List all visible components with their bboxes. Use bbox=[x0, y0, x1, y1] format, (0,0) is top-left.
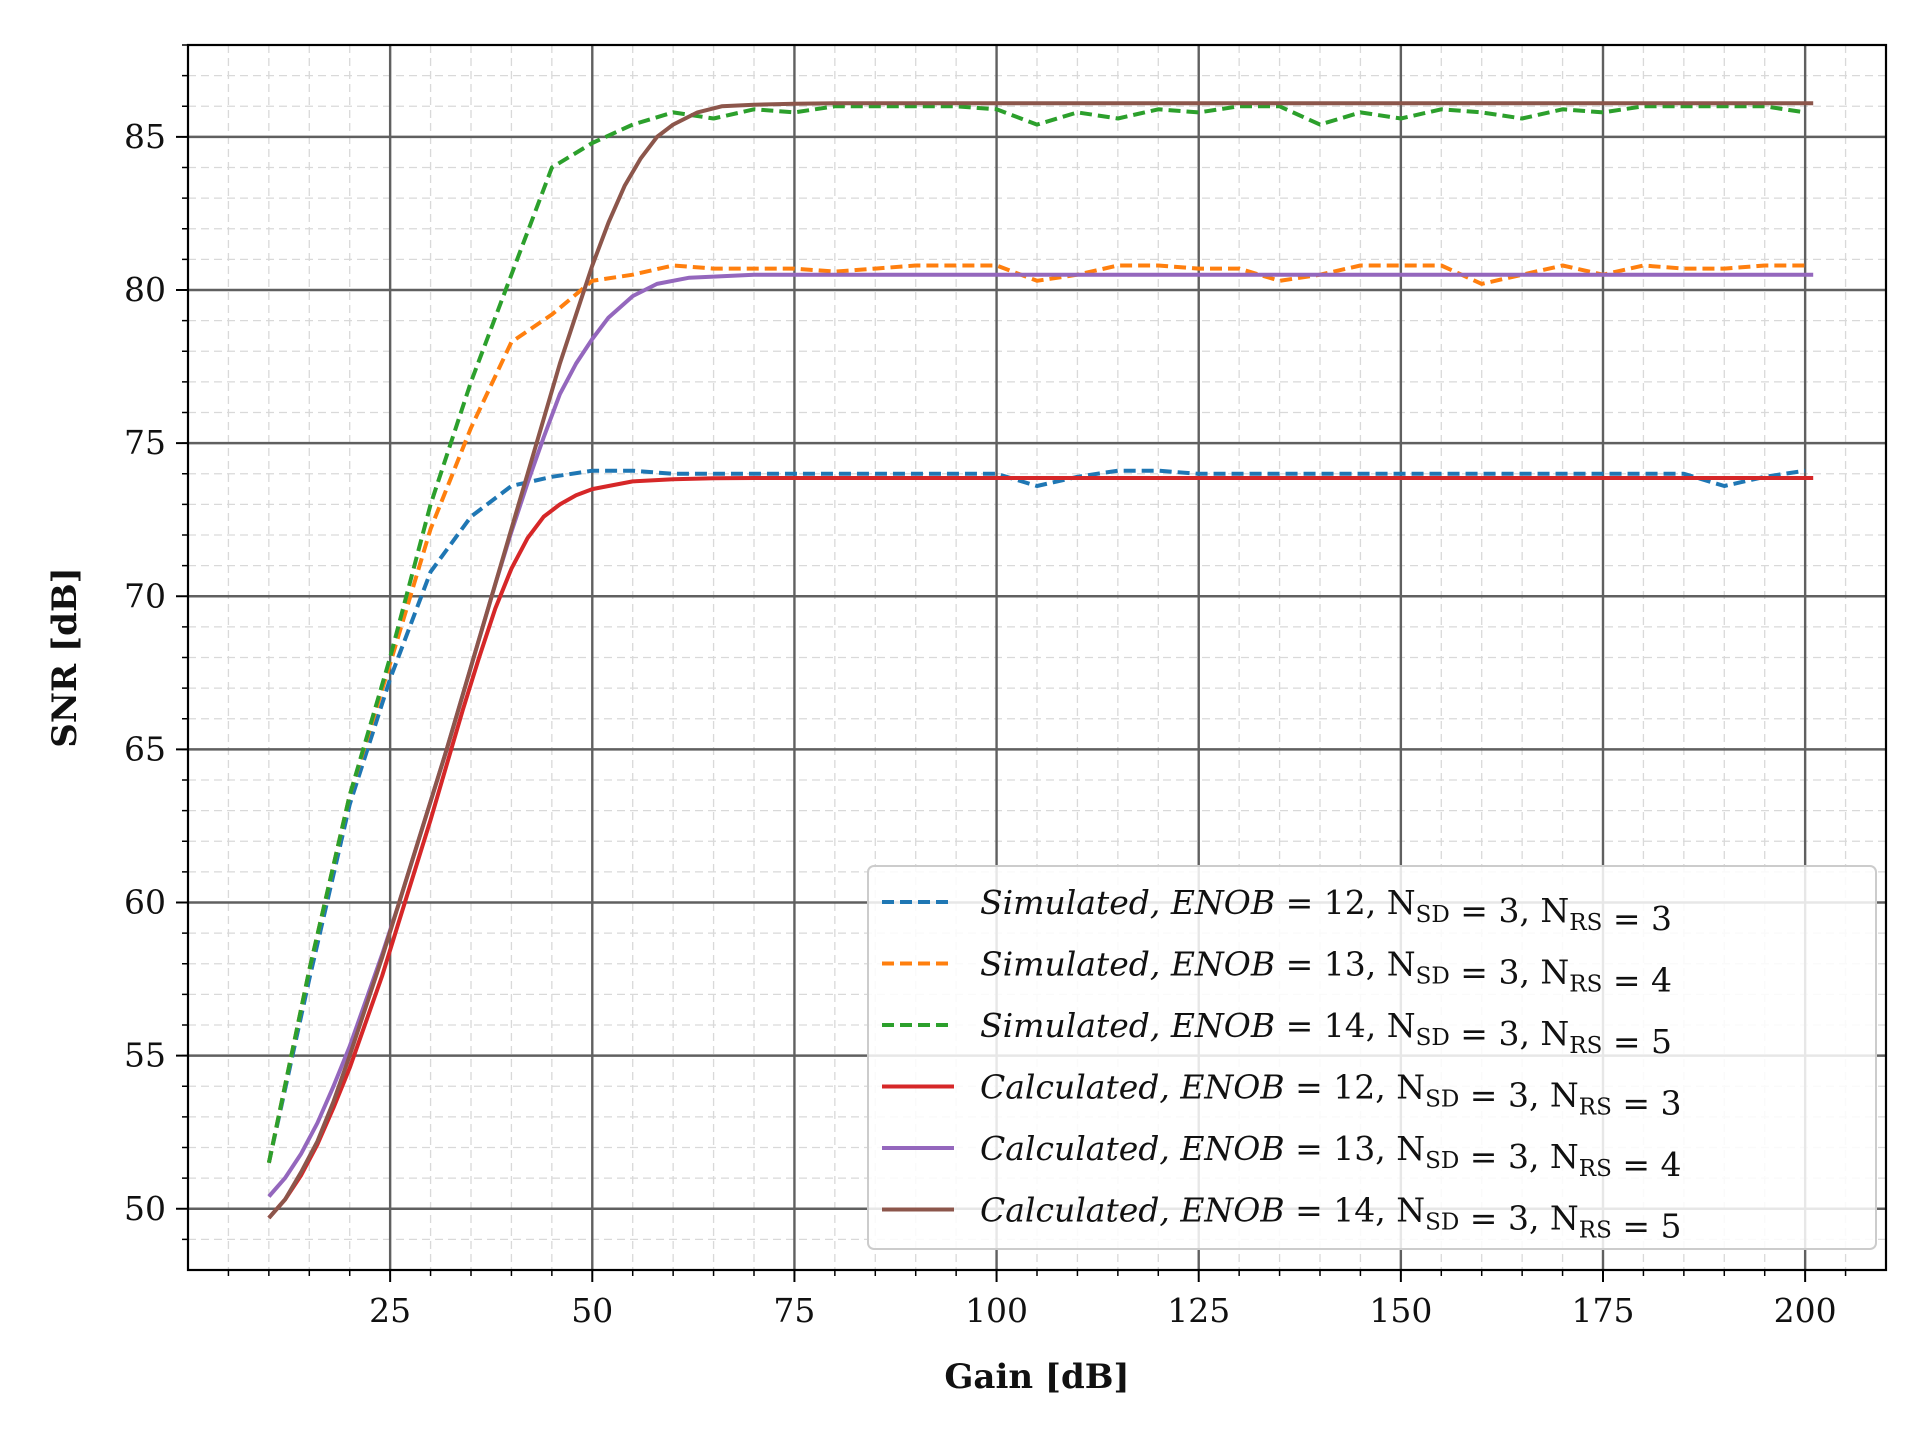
x-tick-label: 125 bbox=[1167, 1291, 1230, 1330]
series-layer bbox=[266, 101, 1814, 1220]
y-tick-label: 85 bbox=[124, 117, 166, 156]
y-tick-label: 65 bbox=[124, 729, 166, 768]
y-axis-label: SNR [dB] bbox=[45, 567, 85, 747]
legend-item: Calculated, ENOB = 13, NSD = 3, NRS = 4 bbox=[882, 1129, 1682, 1184]
tick-layer: 25 50 75 100 125 150 175 200 50 55 60 65 70 75 80 85 bbox=[124, 44, 1847, 1330]
x-tick-label: 25 bbox=[369, 1291, 411, 1330]
legend: Simulated, ENOB = 12, NSD = 3, NRS = 3 Si… bbox=[867, 865, 1877, 1250]
x-tick-label: 50 bbox=[571, 1291, 613, 1330]
legend-item: Simulated, ENOB = 14, NSD = 3, NRS = 5 bbox=[882, 1006, 1672, 1061]
legend-label: Calculated, ENOB = 13, NSD = 3, NRS = 4 bbox=[980, 1129, 1682, 1184]
legend-item: Calculated, ENOB = 14, NSD = 3, NRS = 5 bbox=[882, 1191, 1682, 1246]
legend-label: Calculated, ENOB = 12, NSD = 3, NRS = 3 bbox=[980, 1068, 1682, 1123]
series-line-2 bbox=[266, 263, 1806, 1164]
legend-label: Simulated, ENOB = 12, NSD = 3, NRS = 3 bbox=[980, 883, 1672, 938]
y-tick-label: 60 bbox=[124, 883, 166, 922]
legend-item: Simulated, ENOB = 12, NSD = 3, NRS = 3 bbox=[882, 883, 1672, 938]
legend-item: Simulated, ENOB = 13, NSD = 3, NRS = 4 bbox=[882, 945, 1672, 1000]
series-line-6 bbox=[267, 101, 1814, 1220]
x-tick-label: 200 bbox=[1774, 1291, 1837, 1330]
y-tick-label: 80 bbox=[124, 270, 166, 309]
x-tick-label: 100 bbox=[965, 1291, 1028, 1330]
series-line-4 bbox=[267, 476, 1814, 1220]
x-axis-label: Gain [dB] bbox=[944, 1357, 1129, 1397]
legend-label: Simulated, ENOB = 13, NSD = 3, NRS = 4 bbox=[980, 945, 1672, 1000]
series-line-3 bbox=[266, 104, 1806, 1164]
x-tick-label: 175 bbox=[1572, 1291, 1635, 1330]
legend-box bbox=[867, 865, 1877, 1250]
legend-item: Calculated, ENOB = 12, NSD = 3, NRS = 3 bbox=[882, 1068, 1682, 1123]
legend-label: Calculated, ENOB = 14, NSD = 3, NRS = 5 bbox=[980, 1191, 1682, 1246]
x-tick-label: 150 bbox=[1369, 1291, 1432, 1330]
y-tick-label: 50 bbox=[124, 1189, 166, 1228]
x-tick-label: 75 bbox=[773, 1291, 815, 1330]
y-tick-label: 55 bbox=[124, 1036, 166, 1075]
y-tick-label: 75 bbox=[124, 423, 166, 462]
y-tick-label: 70 bbox=[124, 576, 166, 615]
legend-label: Simulated, ENOB = 14, NSD = 3, NRS = 5 bbox=[980, 1006, 1672, 1061]
